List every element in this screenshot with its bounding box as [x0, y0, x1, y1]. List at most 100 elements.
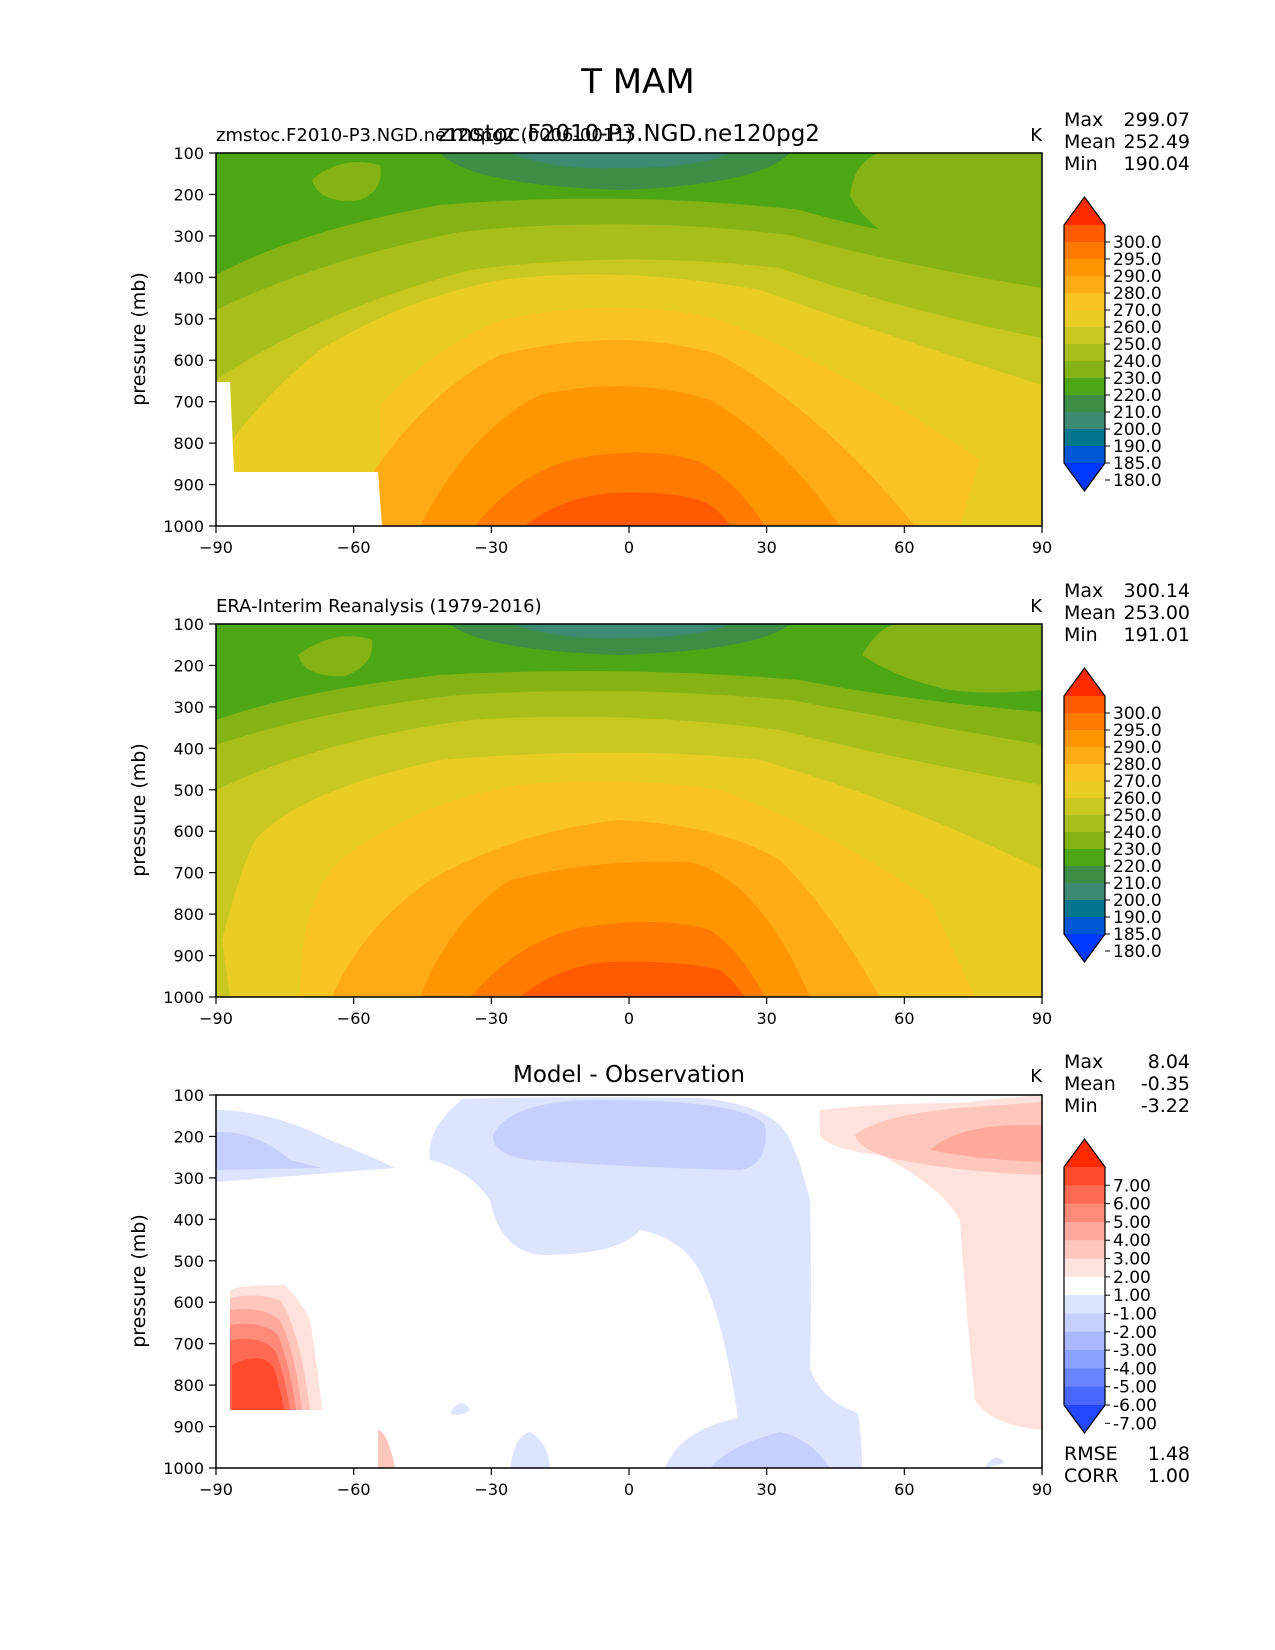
colorbar-segment — [1064, 1295, 1105, 1315]
band-neg1-ne-spot — [985, 1457, 1005, 1468]
colorbar-label: 2.00 — [1113, 1268, 1151, 1288]
stats-block: Max 299.07 Mean 252.49 Min 190.04 — [1064, 109, 1190, 175]
panel-left-label: zmstoc.F2010-P3.NGD.ne120pg2 (0006-0011) — [216, 125, 633, 146]
y-tick-label: 900 — [173, 476, 204, 495]
rmse-corr-block: RMSE 1.48 CORR 1.00 — [1064, 1443, 1190, 1487]
stat-name: Mean — [1064, 131, 1116, 153]
colorbar-label: 220.0 — [1113, 386, 1162, 406]
stat-value: -3.22 — [1141, 1095, 1190, 1117]
band-295 — [520, 961, 745, 997]
x-tick-label: −90 — [199, 1480, 233, 1499]
colorbar-label: 210.0 — [1113, 874, 1162, 894]
colorbar-segment — [1064, 1386, 1105, 1406]
colorbar-segment — [1064, 781, 1105, 799]
axis-ticks: −90 −60 −30 0 30 60 90 100 200 300 400 500 600 700 800… — [163, 615, 1052, 1028]
colorbar-segment — [1064, 310, 1105, 328]
colorbar-segment — [1064, 832, 1105, 850]
colorbar-segment — [1064, 917, 1105, 935]
band-neg1-sfc — [510, 1432, 550, 1468]
x-tick-label: 0 — [624, 538, 634, 557]
stat-value: 190.04 — [1124, 153, 1190, 175]
obs-contour-field — [216, 624, 1042, 997]
stat-value: 300.14 — [1124, 580, 1190, 602]
colorbar-label: -5.00 — [1113, 1378, 1157, 1398]
colorbar-segment — [1064, 429, 1105, 447]
band-pos3-north — [930, 1124, 1042, 1162]
y-tick-label: 700 — [173, 393, 204, 412]
panel-model: −90 −60 −30 0 30 60 90 100 200 300 400 500 600 700 800… — [128, 109, 1190, 557]
colorbar: 300.0295.0290.0280.0270.0260.0250.0240.0… — [1063, 666, 1162, 964]
band-neg2-sfc — [710, 1432, 830, 1468]
axis-ticks: −90 −60 −30 0 30 60 90 100 200 300 400 500 600 700 800… — [163, 1086, 1052, 1499]
colorbar-label: 190.0 — [1113, 908, 1162, 928]
y-tick-label: 300 — [173, 698, 204, 717]
colorbar-segment — [1064, 1276, 1105, 1296]
colorbar-label: 210.0 — [1113, 403, 1162, 423]
units-label: K — [1030, 1066, 1043, 1087]
colorbar-label: -6.00 — [1113, 1396, 1157, 1416]
colorbar-label: 240.0 — [1113, 823, 1162, 843]
y-tick-label: 500 — [173, 781, 204, 800]
colorbar-label: -1.00 — [1113, 1304, 1157, 1324]
stat-name: Min — [1064, 1095, 1098, 1117]
y-axis-label: pressure (mb) — [128, 1214, 150, 1348]
band-200 — [440, 153, 790, 190]
stat-value: 253.00 — [1124, 602, 1190, 624]
colorbar-segment — [1064, 815, 1105, 833]
colorbar-label: 290.0 — [1113, 267, 1162, 287]
colorbar-segment — [1064, 798, 1105, 816]
y-tick-label: 600 — [173, 1293, 204, 1312]
colorbar-segment — [1064, 1331, 1105, 1351]
colorbar: 7.006.005.004.003.002.001.00-1.00-2.00-3… — [1063, 1137, 1157, 1434]
band-neg1-tropics — [429, 1097, 862, 1468]
colorbar-label: 295.0 — [1113, 721, 1162, 741]
colorbar-segment — [1064, 747, 1105, 765]
y-tick-label: 900 — [173, 947, 204, 966]
panel-title: zmstoc.F2010-P3.NGD.ne120pg2 — [438, 121, 820, 147]
stat-name: Min — [1064, 153, 1098, 175]
band-neg2-polar — [216, 1131, 322, 1170]
x-tick-label: −60 — [337, 538, 371, 557]
band-neg1-spot — [450, 1403, 470, 1415]
y-tick-label: 700 — [173, 1335, 204, 1354]
colorbar-label: 260.0 — [1113, 318, 1162, 338]
colorbar-segment — [1064, 1240, 1105, 1260]
band-190 — [510, 624, 730, 639]
colorbar-label: -2.00 — [1113, 1323, 1157, 1343]
colorbar-segment — [1064, 1258, 1105, 1278]
colorbar-label: 200.0 — [1113, 891, 1162, 911]
x-tick-label: 30 — [756, 1009, 776, 1028]
x-tick-label: 90 — [1032, 1480, 1052, 1499]
band-220-north — [862, 624, 1042, 693]
y-tick-label: 1000 — [163, 1459, 204, 1478]
x-tick-label: 60 — [894, 1009, 914, 1028]
diff-contour-field — [216, 1095, 1042, 1468]
colorbar-label: 3.00 — [1113, 1250, 1151, 1270]
colorbar-extend-max — [1064, 197, 1105, 225]
colorbar-label: 7.00 — [1113, 1176, 1151, 1196]
colorbar-segment — [1064, 866, 1105, 884]
colorbar-segment — [1064, 900, 1105, 918]
colorbar-extend-min — [1064, 934, 1105, 962]
band-220-polar — [312, 162, 381, 201]
colorbar-label: -3.00 — [1113, 1341, 1157, 1361]
colorbar-segment — [1064, 764, 1105, 782]
units-label: K — [1030, 596, 1043, 617]
colorbar-label: 300.0 — [1113, 704, 1162, 724]
stats-block: Max 300.14 Mean 253.00 Min 191.01 — [1064, 580, 1190, 646]
colorbar-label: -7.00 — [1113, 1414, 1157, 1434]
colorbar-segment — [1064, 344, 1105, 362]
stat-value: 1.00 — [1148, 1465, 1190, 1487]
colorbar-segment — [1064, 446, 1105, 464]
y-tick-label: 400 — [173, 1210, 204, 1229]
y-axis-label: pressure (mb) — [128, 743, 150, 877]
colorbar-segment — [1064, 1167, 1105, 1186]
colorbar: 300.0295.0290.0280.0270.0260.0250.0240.0… — [1063, 195, 1162, 493]
band-295 — [525, 492, 730, 526]
colorbar-extend-min — [1064, 463, 1105, 491]
colorbar-label: 295.0 — [1113, 250, 1162, 270]
colorbar-segment — [1064, 696, 1105, 714]
colorbar-label: 6.00 — [1113, 1195, 1151, 1215]
colorbar-label: 185.0 — [1113, 454, 1162, 474]
